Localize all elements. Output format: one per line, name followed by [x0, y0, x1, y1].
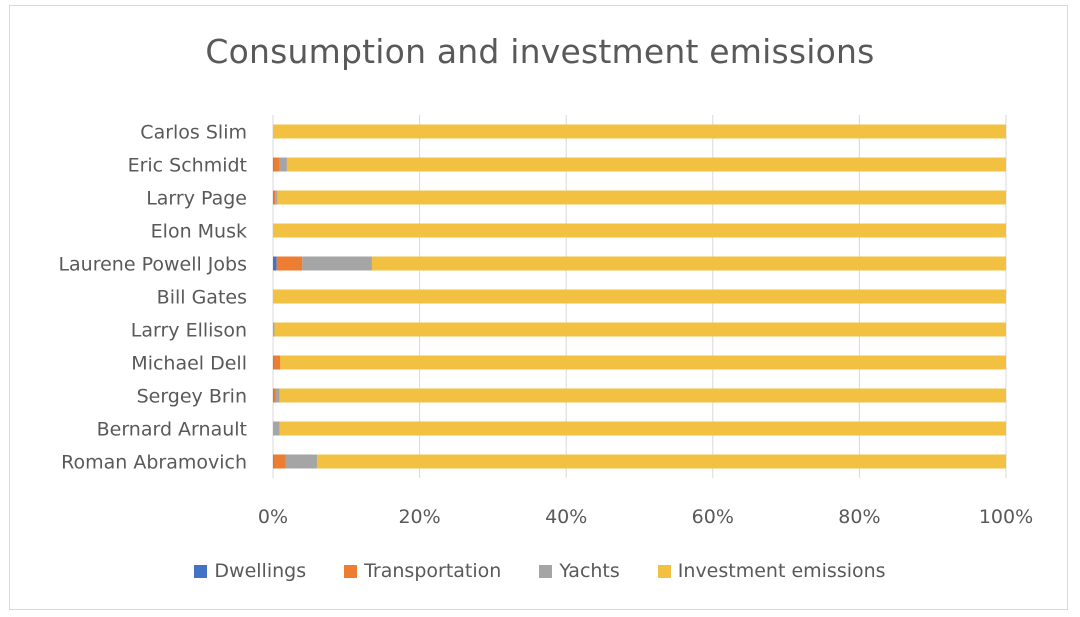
- legend-label: Investment emissions: [677, 560, 886, 582]
- legend-swatch: [539, 564, 553, 578]
- bar-segment: [273, 355, 274, 370]
- y-category-label: Michael Dell: [131, 353, 247, 375]
- y-category-label: Elon Musk: [151, 221, 247, 243]
- y-category-label: Eric Schmidt: [128, 155, 247, 177]
- x-tick-label: 40%: [545, 506, 587, 528]
- legend-label: Yachts: [559, 560, 620, 582]
- bar-segment: [273, 322, 275, 337]
- y-category-label: Bernard Arnault: [97, 419, 247, 441]
- y-category-label: Larry Page: [146, 188, 247, 210]
- x-tick-label: 100%: [979, 506, 1033, 528]
- legend-label: Dwellings: [214, 560, 307, 582]
- bar-segment: [279, 157, 287, 172]
- bar-segment: [285, 454, 317, 469]
- bar-segment: [274, 322, 1006, 337]
- bar-segment: [273, 388, 274, 403]
- bar-segment: [277, 190, 1006, 205]
- chart-frame: [9, 5, 1068, 610]
- y-category-label: Bill Gates: [157, 287, 247, 309]
- bar-segment: [286, 157, 1006, 172]
- bar-segment: [302, 256, 372, 271]
- bar-segment: [371, 256, 1007, 271]
- bar-segment: [276, 256, 303, 271]
- y-category-label: Carlos Slim: [140, 122, 247, 144]
- bar-segment: [273, 190, 274, 205]
- bar-segment: [273, 388, 276, 403]
- y-category-label: Larry Ellison: [131, 320, 247, 342]
- legend-item: Investment emissions: [657, 560, 886, 582]
- legend-swatch: [657, 564, 671, 578]
- bar-segment: [275, 190, 278, 205]
- legend-item: Dwellings: [194, 560, 306, 582]
- legend-swatch: [344, 564, 358, 578]
- y-category-label: Roman Abramovich: [61, 452, 247, 474]
- bar-segment: [273, 124, 1006, 139]
- bar-segment: [279, 421, 1006, 436]
- bar-segment: [273, 190, 276, 205]
- bar-segment: [273, 223, 1006, 238]
- bar-segment: [273, 355, 281, 370]
- bar-segment: [273, 256, 277, 271]
- chart-title: Consumption and investment emissions: [205, 32, 875, 71]
- legend-item: Yachts: [539, 560, 620, 582]
- legend-swatch: [194, 564, 208, 578]
- x-tick-label: 80%: [838, 506, 880, 528]
- legend-label: Transportation: [364, 560, 502, 582]
- bar-segment: [273, 289, 1006, 304]
- x-tick-label: 0%: [258, 506, 288, 528]
- bar-segment: [273, 454, 286, 469]
- legend-item: Transportation: [344, 560, 501, 582]
- bar-segment: [316, 454, 1007, 469]
- bar-segment: [273, 421, 274, 436]
- y-category-label: Laurene Powell Jobs: [58, 254, 247, 276]
- bar-segment: [273, 454, 274, 469]
- bar-segment: [279, 388, 1006, 403]
- chart-legend: Dwellings Transportation Yachts Investment …: [0, 560, 1080, 582]
- bar-segment: [275, 388, 280, 403]
- bar-segment: [273, 157, 280, 172]
- bar-segment: [273, 157, 274, 172]
- bar-segment: [280, 355, 1007, 370]
- bar-segment: [273, 421, 280, 436]
- x-tick-label: 20%: [398, 506, 440, 528]
- y-category-label: Sergey Brin: [137, 386, 247, 408]
- x-tick-label: 60%: [692, 506, 734, 528]
